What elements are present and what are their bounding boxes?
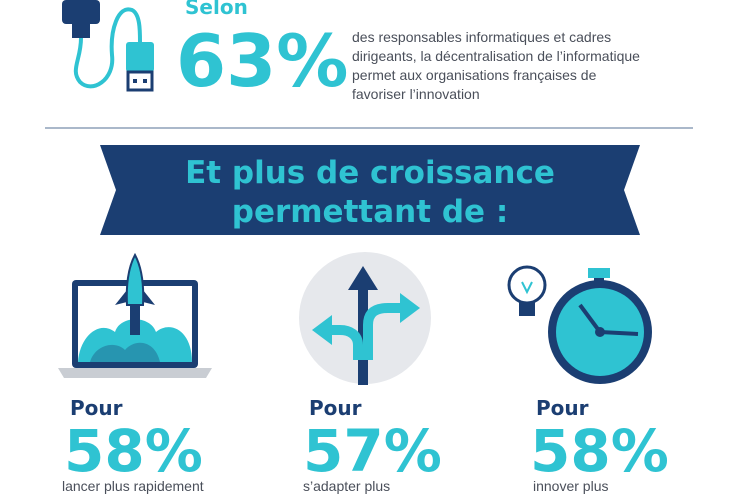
stat-text: s’adapter plus <box>303 478 390 494</box>
stat: Pour 57% s’adapter plus <box>303 396 442 494</box>
stat-text: innover plus <box>533 478 609 494</box>
figure: 63% <box>176 19 348 103</box>
description-line: permet aux organisations françaises de <box>352 67 597 83</box>
lead: Selon <box>185 0 248 19</box>
stat: Pour 58% lancer plus rapidement <box>62 396 204 494</box>
stat-figure: 58% <box>530 417 669 485</box>
arrows-icon <box>299 252 431 385</box>
cable-icon <box>62 0 154 92</box>
stat-lead: Pour <box>536 396 589 420</box>
laptop-icon <box>58 252 212 378</box>
description-line: favoriser l’innovation <box>352 86 480 102</box>
banner-line: permettant de : <box>232 194 508 230</box>
stat: Pour 58% innover plus <box>530 396 669 494</box>
stat-text: lancer plus rapidement <box>62 478 204 494</box>
stat-lead: Pour <box>309 396 362 420</box>
stat-figure: 58% <box>64 417 203 485</box>
stat-figure: 57% <box>303 417 442 485</box>
description-line: dirigeants, la décentralisation de l’inf… <box>352 48 640 64</box>
stopwatch-icon <box>507 265 652 384</box>
banner: Et plus de croissance permettant de : <box>100 145 640 235</box>
banner-line: Et plus de croissance <box>185 155 555 191</box>
stat-lead: Pour <box>70 396 123 420</box>
description-line: des responsables informatiques et cadres <box>352 29 611 45</box>
